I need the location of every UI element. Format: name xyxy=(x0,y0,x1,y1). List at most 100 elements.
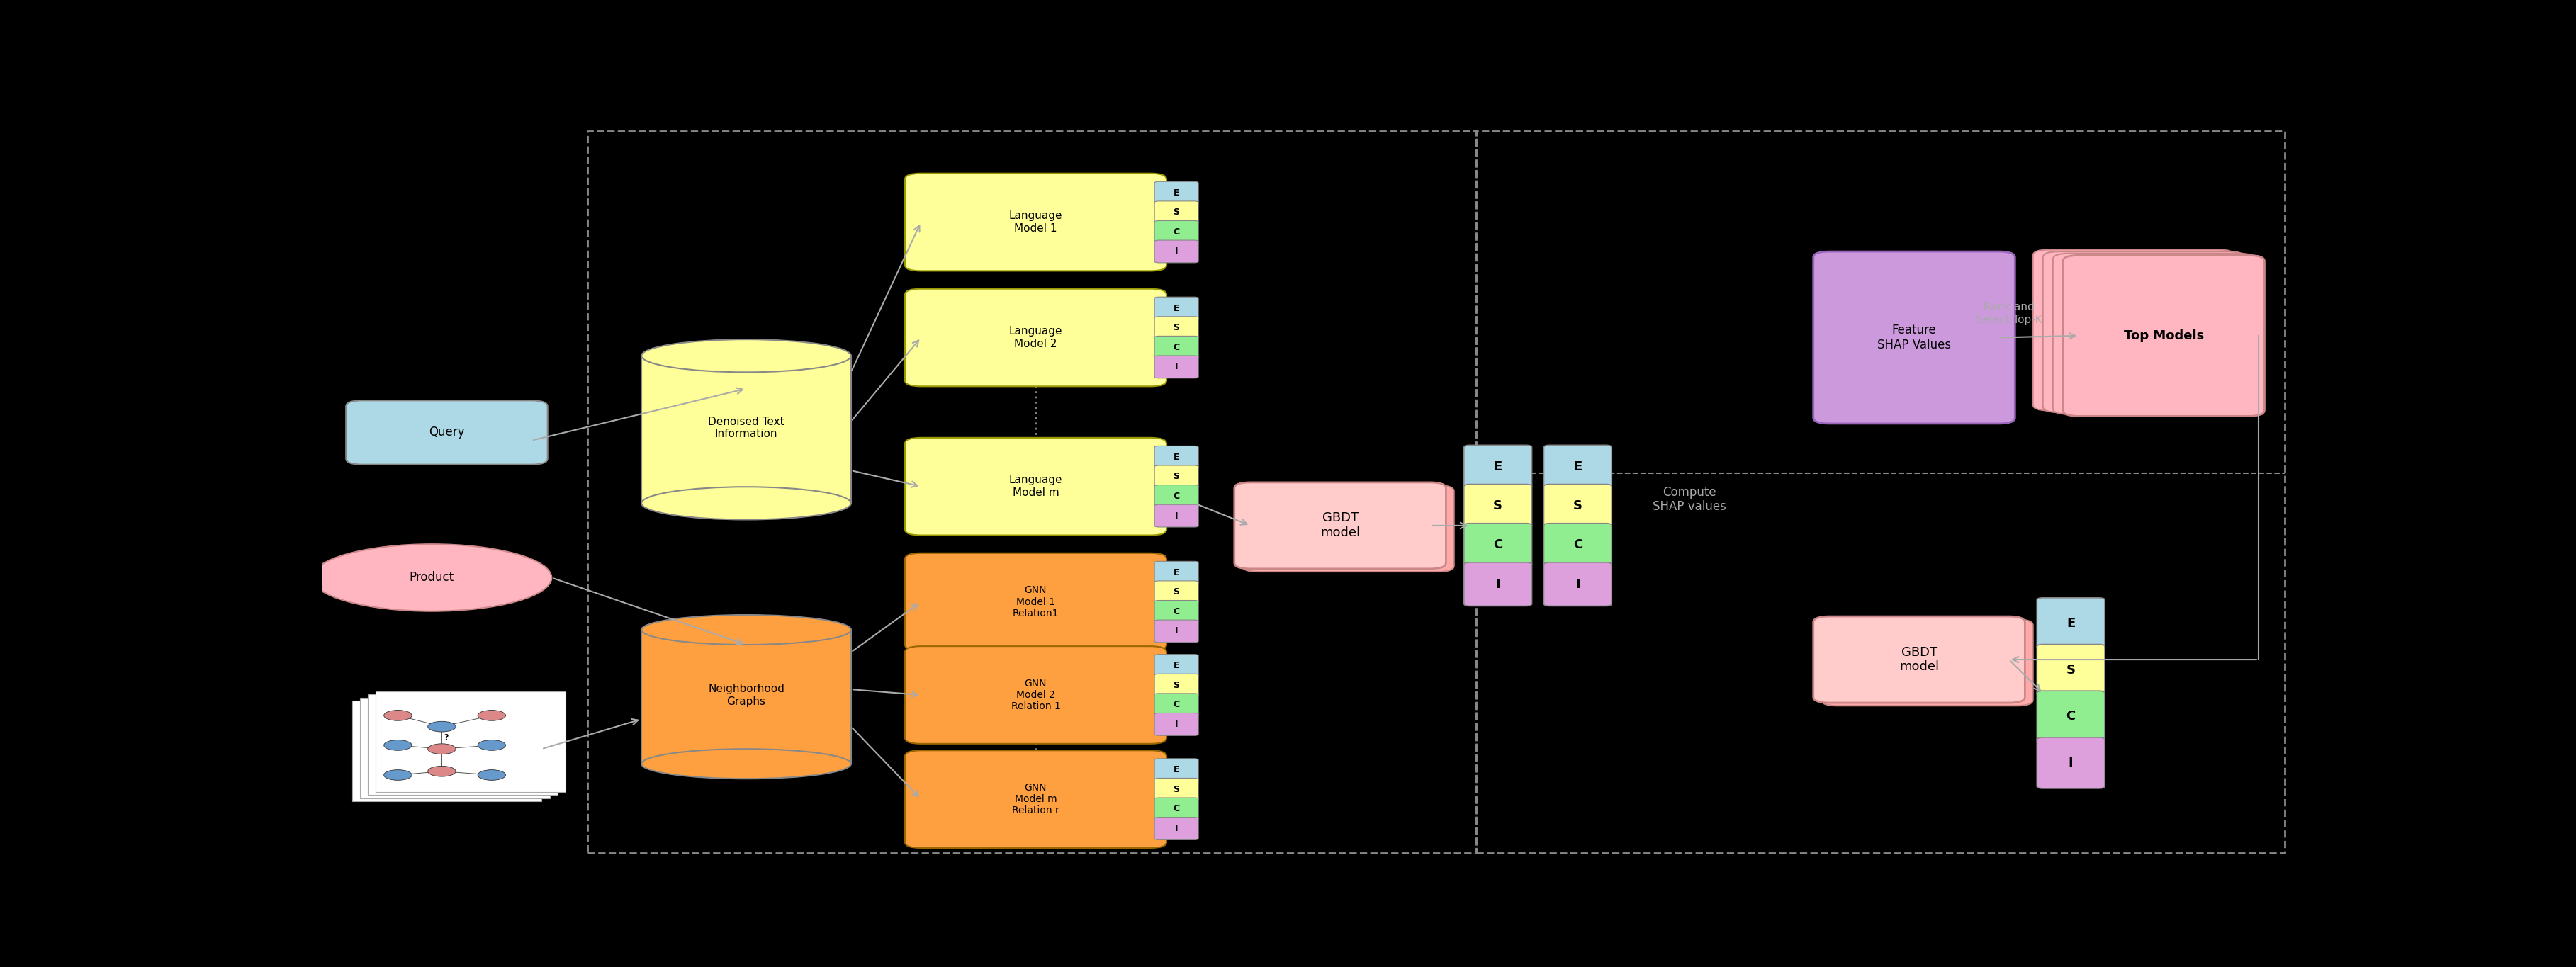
Text: Feature
SHAP Values: Feature SHAP Values xyxy=(1878,324,1950,351)
FancyBboxPatch shape xyxy=(1543,445,1613,488)
FancyBboxPatch shape xyxy=(1154,674,1198,696)
Text: I: I xyxy=(1175,247,1177,256)
Text: E: E xyxy=(1175,568,1180,577)
Bar xyxy=(641,356,850,503)
Text: E: E xyxy=(1175,661,1180,670)
FancyBboxPatch shape xyxy=(1154,240,1198,263)
Text: I: I xyxy=(1175,719,1177,729)
Text: Rank and
Select Top-K: Rank and Select Top-K xyxy=(1976,302,2043,325)
Circle shape xyxy=(384,770,412,780)
Text: C: C xyxy=(1172,805,1180,813)
FancyBboxPatch shape xyxy=(1821,620,2032,706)
Circle shape xyxy=(477,710,505,720)
Text: I: I xyxy=(1497,578,1499,591)
Text: Denoised Text
Information: Denoised Text Information xyxy=(708,417,783,439)
Text: C: C xyxy=(1172,491,1180,501)
Bar xyxy=(368,694,556,795)
Bar xyxy=(1476,131,2285,853)
Circle shape xyxy=(428,744,456,754)
Text: I: I xyxy=(1175,363,1177,371)
FancyBboxPatch shape xyxy=(1154,798,1198,820)
Text: C: C xyxy=(1172,342,1180,352)
FancyBboxPatch shape xyxy=(1543,523,1613,567)
FancyBboxPatch shape xyxy=(1463,484,1533,528)
Text: C: C xyxy=(2066,710,2076,722)
Ellipse shape xyxy=(641,339,850,372)
FancyBboxPatch shape xyxy=(1154,693,1198,716)
Text: S: S xyxy=(2066,663,2076,676)
FancyBboxPatch shape xyxy=(1154,465,1198,488)
Text: S: S xyxy=(1172,323,1180,333)
Circle shape xyxy=(477,740,505,750)
FancyBboxPatch shape xyxy=(1154,485,1198,508)
Text: Product: Product xyxy=(410,571,453,584)
Text: I: I xyxy=(1577,578,1579,591)
Text: I: I xyxy=(1175,627,1177,636)
FancyBboxPatch shape xyxy=(1154,446,1198,468)
Text: S: S xyxy=(1494,500,1502,513)
FancyBboxPatch shape xyxy=(2038,644,2105,695)
FancyBboxPatch shape xyxy=(1154,297,1198,319)
Text: GNN
Model m
Relation r: GNN Model m Relation r xyxy=(1012,782,1059,815)
FancyBboxPatch shape xyxy=(1154,817,1198,839)
FancyBboxPatch shape xyxy=(1154,561,1198,584)
Text: Language
Model 2: Language Model 2 xyxy=(1010,326,1061,349)
FancyBboxPatch shape xyxy=(1463,563,1533,606)
Text: ?: ? xyxy=(443,734,448,742)
Text: Query: Query xyxy=(428,426,464,439)
FancyBboxPatch shape xyxy=(1154,620,1198,642)
FancyBboxPatch shape xyxy=(1154,337,1198,359)
FancyBboxPatch shape xyxy=(904,646,1167,744)
Ellipse shape xyxy=(641,486,850,519)
Text: E: E xyxy=(2066,617,2076,630)
Text: S: S xyxy=(1172,208,1180,217)
FancyBboxPatch shape xyxy=(1463,445,1533,488)
FancyBboxPatch shape xyxy=(1154,505,1198,527)
FancyBboxPatch shape xyxy=(1154,601,1198,623)
FancyBboxPatch shape xyxy=(2038,738,2105,788)
Text: C: C xyxy=(1494,539,1502,551)
FancyBboxPatch shape xyxy=(2043,251,2244,412)
FancyBboxPatch shape xyxy=(1154,316,1198,339)
Bar xyxy=(641,630,850,764)
Circle shape xyxy=(477,770,505,780)
Circle shape xyxy=(384,710,412,720)
Text: E: E xyxy=(1175,304,1180,313)
FancyBboxPatch shape xyxy=(2038,690,2105,742)
Bar xyxy=(353,700,541,801)
FancyBboxPatch shape xyxy=(1154,655,1198,677)
Text: GNN
Model 1
Relation1: GNN Model 1 Relation1 xyxy=(1012,585,1059,618)
Text: S: S xyxy=(1172,681,1180,689)
Text: S: S xyxy=(1172,785,1180,794)
Text: E: E xyxy=(1175,765,1180,775)
FancyBboxPatch shape xyxy=(904,553,1167,651)
FancyBboxPatch shape xyxy=(1154,759,1198,781)
Bar xyxy=(361,697,549,798)
FancyBboxPatch shape xyxy=(1234,483,1445,569)
FancyBboxPatch shape xyxy=(1154,356,1198,378)
Ellipse shape xyxy=(641,748,850,778)
FancyBboxPatch shape xyxy=(1814,251,2014,424)
FancyBboxPatch shape xyxy=(1154,778,1198,801)
FancyBboxPatch shape xyxy=(2032,249,2233,411)
Text: E: E xyxy=(1175,453,1180,462)
Text: Compute
SHAP values: Compute SHAP values xyxy=(1654,485,1726,513)
Bar xyxy=(587,131,1476,853)
Text: Neighborhood
Graphs: Neighborhood Graphs xyxy=(708,684,786,707)
FancyBboxPatch shape xyxy=(1463,523,1533,567)
FancyBboxPatch shape xyxy=(1543,563,1613,606)
Text: E: E xyxy=(1494,460,1502,473)
FancyBboxPatch shape xyxy=(904,173,1167,271)
FancyBboxPatch shape xyxy=(2053,253,2254,414)
FancyBboxPatch shape xyxy=(1814,616,2025,703)
Text: Language
Model m: Language Model m xyxy=(1010,475,1061,498)
Text: C: C xyxy=(1172,227,1180,237)
Circle shape xyxy=(428,766,456,777)
FancyBboxPatch shape xyxy=(1543,484,1613,528)
FancyBboxPatch shape xyxy=(1154,201,1198,223)
Text: GNN
Model 2
Relation 1: GNN Model 2 Relation 1 xyxy=(1010,679,1061,712)
Text: S: S xyxy=(1574,500,1582,513)
Circle shape xyxy=(428,721,456,732)
Text: I: I xyxy=(1175,824,1177,834)
FancyBboxPatch shape xyxy=(904,438,1167,536)
